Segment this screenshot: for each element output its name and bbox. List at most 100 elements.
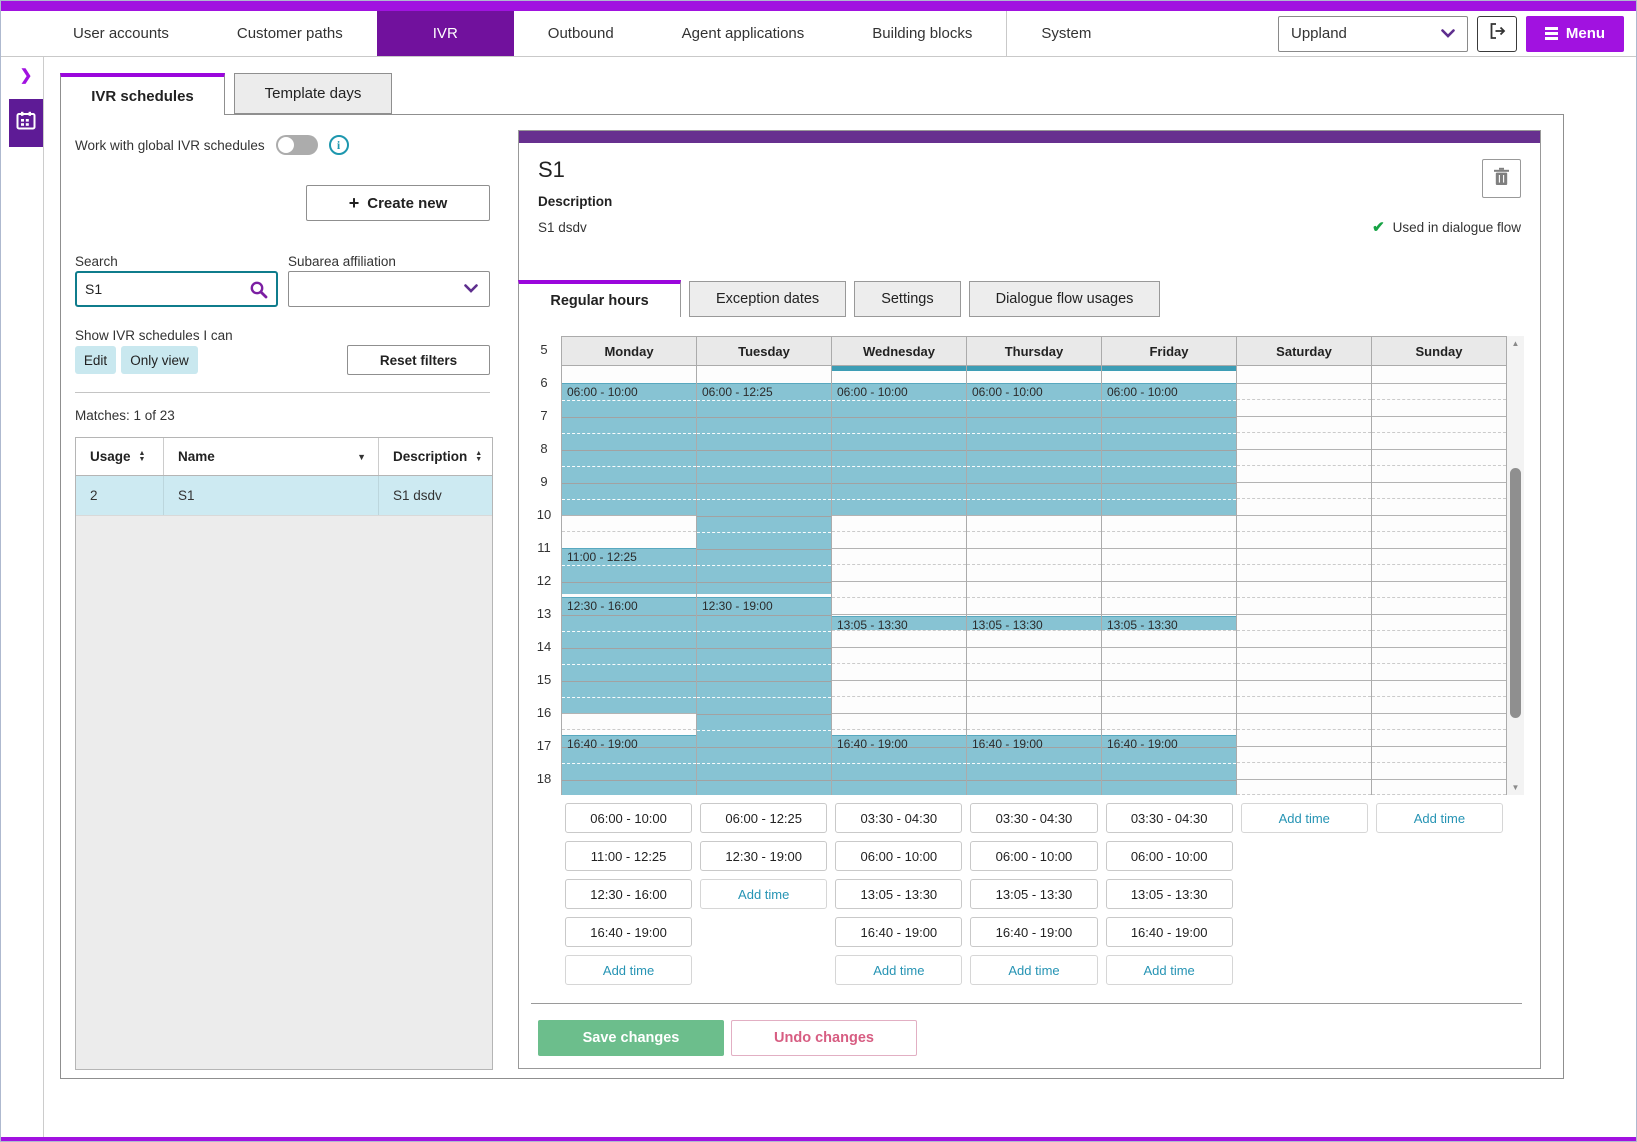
chevron-down-icon [464, 280, 478, 298]
table-row[interactable]: 2S1S1 dsdv [76, 476, 492, 516]
time-slot[interactable]: 13:05 - 13:30 [970, 879, 1097, 909]
menu-button[interactable]: Menu [1526, 16, 1624, 52]
time-slot[interactable]: 06:00 - 10:00 [835, 841, 962, 871]
calendar-event[interactable]: 12:30 - 19:00 [697, 597, 831, 795]
time-slot[interactable]: 03:30 - 04:30 [1106, 803, 1233, 833]
event-gridline [562, 450, 696, 451]
calendar-event[interactable]: 11:00 - 12:25 [562, 548, 696, 595]
hour-gridline [1372, 449, 1506, 450]
chevron-down-icon [1441, 25, 1455, 42]
column-header-description[interactable]: Description ▲▼ [379, 438, 492, 475]
calendar-event[interactable]: 06:00 - 12:25 [697, 383, 831, 595]
hour-gridline [1372, 713, 1506, 714]
calendar-event[interactable]: 06:00 - 10:00 [832, 383, 966, 515]
time-slot[interactable]: 03:30 - 04:30 [835, 803, 962, 833]
filter-edit-button[interactable]: Edit [75, 346, 116, 374]
sort-desc-icon: ▼ [357, 452, 366, 462]
day-column-friday[interactable]: 06:00 - 10:00 13:05 - 13:30 16:40 - 19:00 [1102, 366, 1237, 795]
nav-item-ivr[interactable]: IVR [377, 11, 514, 56]
day-column-monday[interactable]: 06:00 - 10:00 11:00 - 12:2512:30 - 16:00 1… [562, 366, 697, 795]
day-column-tuesday[interactable]: 06:00 - 12:2512:30 - 19:00 [697, 366, 832, 795]
sidebar-item-schedules[interactable] [9, 99, 43, 147]
nav-item-building-blocks[interactable]: Building blocks [838, 11, 1006, 56]
calendar-event[interactable]: 16:40 - 19:00 [832, 735, 966, 796]
day-column-sunday[interactable] [1372, 366, 1507, 795]
add-time-button[interactable]: Add time [970, 955, 1097, 985]
calendar-scrollbar[interactable]: ▲ ▼ [1507, 336, 1524, 795]
menu-button-label: Menu [1566, 25, 1605, 42]
column-header-usage[interactable]: Usage ▲▼ [76, 438, 164, 475]
day-column-wednesday[interactable]: 06:00 - 10:00 13:05 - 13:30 16:40 - 19:00 [832, 366, 967, 795]
time-slot[interactable]: 16:40 - 19:00 [970, 917, 1097, 947]
global-schedules-toggle-label: Work with global IVR schedules [75, 138, 265, 153]
time-slot[interactable]: 06:00 - 12:25 [700, 803, 827, 833]
search-input[interactable] [77, 281, 249, 297]
add-time-button[interactable]: Add time [565, 955, 692, 985]
event-gridline [832, 763, 966, 764]
time-slot[interactable]: 06:00 - 10:00 [970, 841, 1097, 871]
search-icon[interactable] [249, 280, 268, 299]
delete-schedule-button[interactable] [1482, 159, 1521, 198]
filter-only-view-button[interactable]: Only view [121, 346, 198, 374]
tab-settings[interactable]: Settings [854, 281, 960, 317]
add-time-button[interactable]: Add time [835, 955, 962, 985]
calendar-event[interactable]: 16:40 - 19:00 [562, 735, 696, 796]
time-slot[interactable]: 06:00 - 10:00 [1106, 841, 1233, 871]
time-slot[interactable]: 12:30 - 19:00 [700, 841, 827, 871]
hour-gridline [967, 647, 1101, 648]
time-slot[interactable]: 16:40 - 19:00 [835, 917, 962, 947]
logout-icon [1487, 21, 1507, 46]
tab-template-days[interactable]: Template days [234, 73, 392, 114]
time-slot[interactable]: 03:30 - 04:30 [970, 803, 1097, 833]
subarea-affiliation-select[interactable] [288, 271, 490, 307]
time-slot[interactable]: 13:05 - 13:30 [835, 879, 962, 909]
day-column-thursday[interactable]: 06:00 - 10:00 13:05 - 13:30 16:40 - 19:00 [967, 366, 1102, 795]
nav-item-customer-paths[interactable]: Customer paths [203, 11, 377, 56]
expand-sidebar-button[interactable]: ❯ [9, 57, 43, 93]
time-slot[interactable]: 11:00 - 12:25 [565, 841, 692, 871]
nav-item-outbound[interactable]: Outbound [514, 11, 648, 56]
calendar-event[interactable]: 06:00 - 10:00 [562, 383, 696, 515]
scroll-up-icon[interactable]: ▲ [1507, 339, 1524, 348]
time-slot[interactable]: 06:00 - 10:00 [565, 803, 692, 833]
nav-item-system[interactable]: System [1007, 11, 1125, 56]
half-hour-gridline [1237, 564, 1371, 565]
event-gridline [697, 582, 831, 583]
add-time-button[interactable]: Add time [1106, 955, 1233, 985]
calendar-event[interactable]: 06:00 - 10:00 [967, 383, 1101, 515]
day-column-saturday[interactable] [1237, 366, 1372, 795]
time-slot[interactable]: 16:40 - 19:00 [1106, 917, 1233, 947]
region-select[interactable]: Uppland [1278, 16, 1468, 52]
add-time-button[interactable]: Add time [700, 879, 827, 909]
calendar-event[interactable]: 12:30 - 16:00 [562, 597, 696, 713]
time-slot[interactable]: 13:05 - 13:30 [1106, 879, 1233, 909]
calendar-event[interactable]: 06:00 - 10:00 [1102, 383, 1236, 515]
reset-filters-button[interactable]: Reset filters [347, 345, 490, 375]
tab-dialogue-flow-usages[interactable]: Dialogue flow usages [969, 281, 1161, 317]
add-time-button[interactable]: Add time [1376, 803, 1503, 833]
calendar-event[interactable]: 13:05 - 13:30 [967, 616, 1101, 630]
add-time-button[interactable]: Add time [1241, 803, 1368, 833]
calendar-event[interactable]: 13:05 - 13:30 [1102, 616, 1236, 630]
save-changes-button[interactable]: Save changes [538, 1020, 724, 1056]
undo-changes-button[interactable]: Undo changes [731, 1020, 917, 1056]
slot-column-friday: 03:30 - 04:30 06:00 - 10:00 13:05 - 13:30 1… [1102, 803, 1237, 985]
tab-exception-dates[interactable]: Exception dates [689, 281, 846, 317]
info-icon[interactable]: i [329, 135, 349, 155]
logout-button[interactable] [1477, 16, 1517, 52]
time-slot[interactable]: 12:30 - 16:00 [565, 879, 692, 909]
global-schedules-toggle[interactable] [276, 135, 318, 155]
calendar-event[interactable]: 16:40 - 19:00 [1102, 735, 1236, 796]
tab-ivr-schedules[interactable]: IVR schedules [60, 73, 225, 115]
calendar-event[interactable]: 13:05 - 13:30 [832, 616, 966, 630]
scrollbar-thumb[interactable] [1510, 468, 1521, 718]
column-header-name[interactable]: Name ▼ [164, 438, 379, 475]
calendar-event[interactable]: 16:40 - 19:00 [967, 735, 1101, 796]
nav-item-agent-applications[interactable]: Agent applications [648, 11, 839, 56]
create-new-button[interactable]: + Create new [306, 185, 490, 221]
tab-regular-hours[interactable]: Regular hours [518, 280, 681, 317]
hour-gridline [1237, 581, 1371, 582]
time-slot[interactable]: 16:40 - 19:00 [565, 917, 692, 947]
nav-item-user-accounts[interactable]: User accounts [39, 11, 203, 56]
scroll-down-icon[interactable]: ▼ [1507, 783, 1524, 792]
